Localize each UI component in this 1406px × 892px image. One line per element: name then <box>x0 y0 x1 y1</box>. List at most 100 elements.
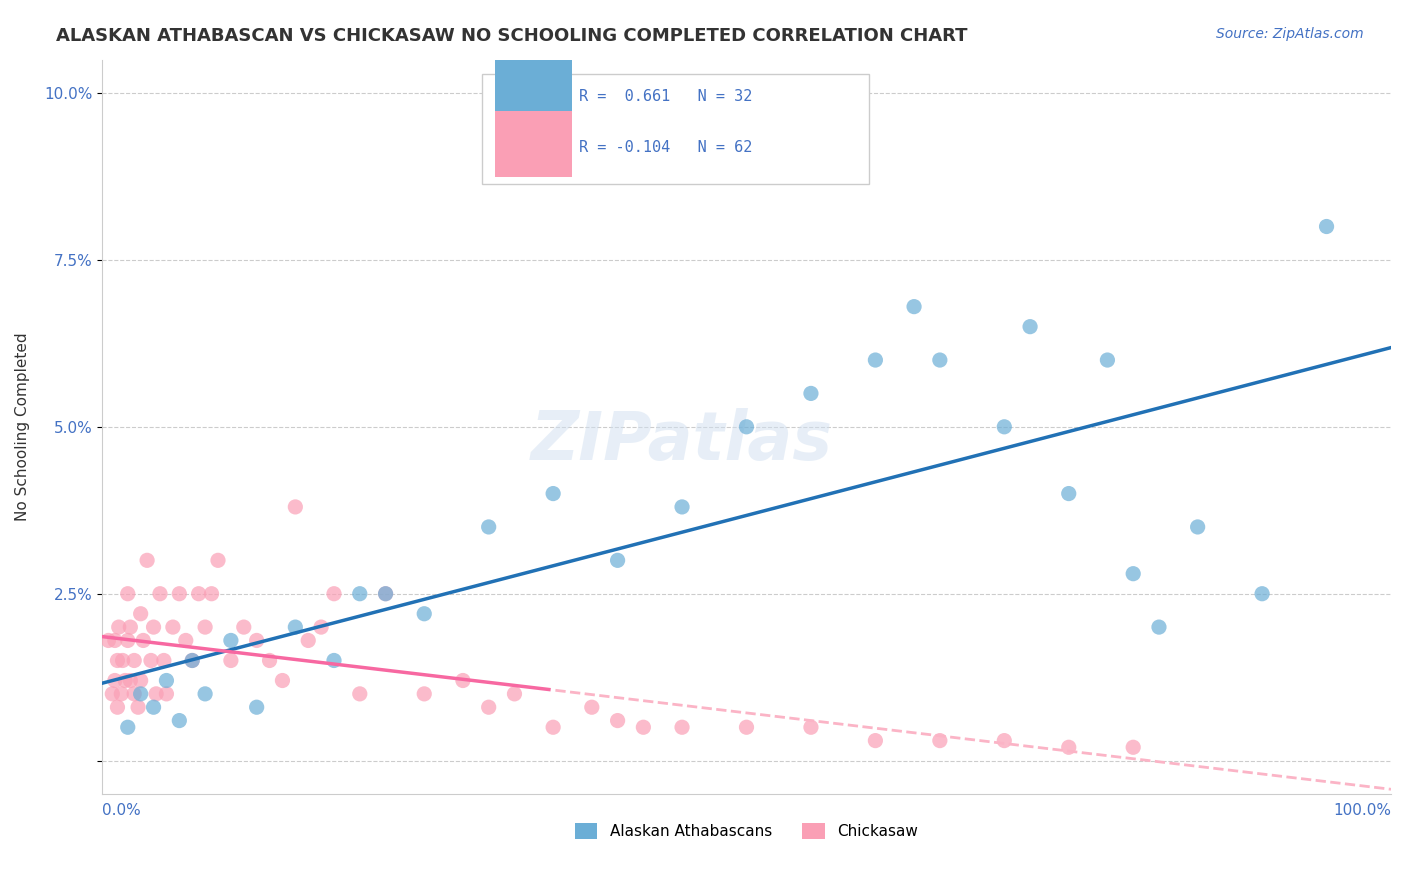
Point <box>169 587 191 601</box>
Point <box>142 700 165 714</box>
Point <box>374 587 396 601</box>
Point <box>1187 520 1209 534</box>
Text: 100.0%: 100.0% <box>1333 803 1391 818</box>
Point <box>101 687 124 701</box>
Point <box>993 419 1015 434</box>
Point <box>104 673 127 688</box>
Point <box>606 553 628 567</box>
Point <box>219 633 242 648</box>
Point <box>97 633 120 648</box>
Point <box>284 620 307 634</box>
Point <box>413 607 436 621</box>
FancyBboxPatch shape <box>495 60 572 126</box>
Point <box>671 500 693 514</box>
Point <box>993 733 1015 747</box>
Point <box>114 673 136 688</box>
Point <box>413 687 436 701</box>
Point <box>219 653 242 667</box>
Point <box>503 687 526 701</box>
Point <box>865 733 887 747</box>
Point <box>928 353 950 368</box>
Point <box>127 700 149 714</box>
Point <box>284 500 307 514</box>
Point <box>478 520 501 534</box>
Point <box>928 733 950 747</box>
Text: R = -0.104   N = 62: R = -0.104 N = 62 <box>579 140 752 155</box>
Point <box>451 673 474 688</box>
Point <box>800 720 823 734</box>
Point <box>129 607 152 621</box>
Point <box>349 587 371 601</box>
Point <box>200 587 222 601</box>
Point <box>153 653 176 667</box>
Point <box>181 653 204 667</box>
Point <box>671 720 693 734</box>
Point <box>122 687 145 701</box>
Point <box>633 720 655 734</box>
Point <box>271 673 294 688</box>
Point <box>117 720 139 734</box>
Point <box>1057 740 1080 755</box>
Point <box>132 633 155 648</box>
Point <box>174 633 197 648</box>
Point <box>194 687 217 701</box>
Point <box>145 687 167 701</box>
Point <box>1315 219 1337 234</box>
Point <box>169 714 191 728</box>
Point <box>107 653 129 667</box>
Point <box>139 653 162 667</box>
Point <box>142 620 165 634</box>
Point <box>120 620 142 634</box>
Point <box>117 587 139 601</box>
Point <box>181 653 204 667</box>
Point <box>1057 486 1080 500</box>
Point <box>246 700 269 714</box>
Point <box>1147 620 1170 634</box>
Point <box>581 700 603 714</box>
Point <box>107 700 129 714</box>
FancyBboxPatch shape <box>482 74 869 185</box>
Point <box>800 386 823 401</box>
Point <box>865 353 887 368</box>
Y-axis label: No Schooling Completed: No Schooling Completed <box>15 333 30 521</box>
Point <box>149 587 172 601</box>
Point <box>120 673 142 688</box>
Point <box>110 687 132 701</box>
Point <box>541 720 564 734</box>
Point <box>232 620 254 634</box>
Legend: Alaskan Athabascans, Chickasaw: Alaskan Athabascans, Chickasaw <box>568 817 925 845</box>
Point <box>155 687 177 701</box>
Point <box>122 653 145 667</box>
Point <box>1097 353 1119 368</box>
Point <box>1251 587 1274 601</box>
Point <box>735 419 758 434</box>
Point <box>297 633 319 648</box>
Point <box>323 587 346 601</box>
Point <box>606 714 628 728</box>
Point <box>129 673 152 688</box>
Point <box>155 673 177 688</box>
Point <box>478 700 501 714</box>
Point <box>541 486 564 500</box>
Text: 0.0%: 0.0% <box>103 803 141 818</box>
Point <box>107 620 129 634</box>
Point <box>111 653 134 667</box>
Point <box>246 633 269 648</box>
Point <box>136 553 159 567</box>
Point <box>104 633 127 648</box>
Point <box>903 300 925 314</box>
Point <box>323 653 346 667</box>
Text: ZIPatlas: ZIPatlas <box>531 409 832 475</box>
Point <box>162 620 184 634</box>
Text: ALASKAN ATHABASCAN VS CHICKASAW NO SCHOOLING COMPLETED CORRELATION CHART: ALASKAN ATHABASCAN VS CHICKASAW NO SCHOO… <box>56 27 967 45</box>
Point <box>1122 566 1144 581</box>
Point <box>117 633 139 648</box>
Point <box>129 687 152 701</box>
Point <box>194 620 217 634</box>
Text: R =  0.661   N = 32: R = 0.661 N = 32 <box>579 89 752 103</box>
Point <box>1019 319 1042 334</box>
Point <box>187 587 209 601</box>
FancyBboxPatch shape <box>495 111 572 178</box>
Point <box>349 687 371 701</box>
Point <box>259 653 281 667</box>
